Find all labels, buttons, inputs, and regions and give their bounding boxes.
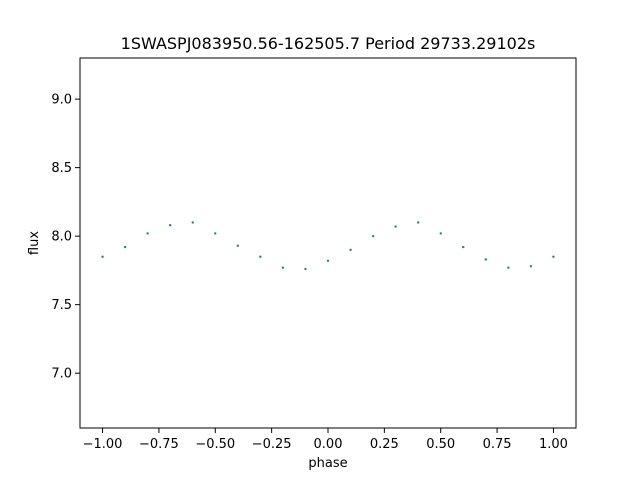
data-point [168, 223, 172, 227]
data-point [416, 221, 420, 224]
x-tick-label: 1.00 [539, 437, 568, 452]
data-point [394, 225, 397, 228]
x-axis-ticks: −1.00 −0.75 −0.50 −0.25 0.00 0.25 0.50 0.75 1.00 [83, 428, 568, 452]
y-tick-label: 8.0 [51, 230, 72, 245]
data-point [326, 259, 330, 263]
y-tick-label: 8.5 [51, 161, 72, 176]
data-point [101, 255, 104, 258]
data-point [191, 221, 194, 224]
x-tick-label: −0.75 [139, 437, 179, 452]
x-tick-label: 0.75 [483, 437, 512, 452]
y-tick-label: 9.0 [51, 93, 72, 108]
data-point [123, 245, 127, 249]
data-point [462, 245, 465, 249]
data-point [507, 266, 510, 269]
data-point [214, 232, 217, 235]
data-point [371, 234, 375, 238]
data-point [146, 232, 149, 235]
x-tick-label: −1.00 [83, 437, 123, 452]
data-point [259, 255, 262, 258]
x-tick-label: 0.50 [426, 437, 455, 452]
data-point [281, 266, 285, 269]
data-point [236, 244, 240, 247]
y-tick-label: 7.5 [51, 298, 72, 313]
data-point [552, 255, 555, 258]
data-point [484, 258, 488, 261]
data-point [349, 248, 352, 252]
chart-title: 1SWASPJ083950.56-162505.7 Period 29733.2… [121, 34, 536, 53]
y-axis-label: flux [27, 231, 42, 255]
data-point [439, 232, 442, 235]
data-points [101, 221, 555, 271]
data-point [304, 267, 307, 271]
x-tick-label: 0.25 [370, 437, 399, 452]
y-tick-label: 7.0 [51, 367, 72, 382]
x-tick-label: −0.25 [252, 437, 292, 452]
data-point [529, 265, 533, 268]
x-tick-label: 0.00 [314, 437, 343, 452]
x-axis-label: phase [308, 456, 347, 471]
x-tick-label: −0.50 [195, 437, 235, 452]
y-axis-ticks: 7.0 7.5 8.0 8.5 9.0 [51, 93, 80, 382]
